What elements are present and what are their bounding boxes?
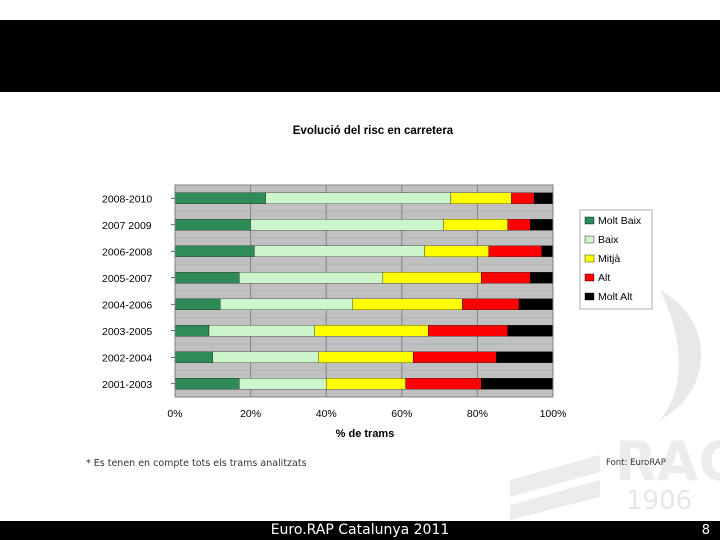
bar-segment [174, 219, 251, 231]
bar-segment [530, 219, 554, 231]
x-tick-label: 80% [467, 408, 488, 420]
bar-segment [382, 272, 482, 284]
category-label: 2005-2007 [102, 273, 152, 285]
bar-segment [424, 245, 489, 257]
bar-segment [174, 325, 210, 337]
bar-segment [428, 325, 508, 337]
x-tick-label: 60% [391, 408, 412, 420]
bar-segment [250, 219, 444, 231]
plot-border [174, 184, 554, 398]
bar-segment [239, 272, 384, 284]
bar-segment [220, 298, 353, 310]
legend-label: Molt Alt [598, 291, 633, 303]
page-number: 8 [701, 523, 710, 538]
footnote: * Es tenen en compte tots els trams anal… [86, 458, 307, 469]
footer-title: Euro.RAP Catalunya 2011 [270, 522, 450, 538]
bar-segment [326, 378, 406, 390]
x-tick-label: 40% [316, 408, 337, 420]
legend-label: Baix [598, 234, 619, 246]
watermark-year: 1906 [626, 486, 693, 516]
category-label: 2007 2009 [102, 220, 152, 232]
bar-segment [481, 378, 554, 390]
legend-label: Alt [598, 272, 610, 284]
legend-swatch [584, 254, 595, 263]
footer-bar [0, 521, 720, 540]
x-axis-label: % de trams [336, 428, 395, 440]
bar-segment [507, 325, 554, 337]
category-label: 2006-2008 [102, 246, 152, 258]
bar-segment [265, 192, 452, 204]
source-credit: Font: EuroRAP [606, 458, 666, 468]
bar-segment [507, 219, 531, 231]
category-label: 2008-2010 [102, 193, 152, 205]
bar-segment [254, 245, 425, 257]
legend-label: Molt Baix [598, 215, 642, 227]
bar-segment [443, 219, 508, 231]
bar-segment [450, 192, 512, 204]
bar-segment [174, 351, 213, 363]
legend-swatch [584, 292, 595, 301]
bar-segment [481, 272, 531, 284]
bar-segment [488, 245, 542, 257]
bar-segment [511, 192, 535, 204]
bar-segment [174, 378, 240, 390]
bar-segment [541, 245, 554, 257]
plot-area: 2008-2010 2007 2009 2006-2008 2005-2007 2004… [102, 184, 567, 420]
bar-segment [314, 325, 429, 337]
bar-segment [174, 298, 221, 310]
bar-segment [405, 378, 482, 390]
legend-label: Mitjà [598, 253, 620, 265]
svg-text:RACC: RACC [615, 430, 720, 493]
bar-segment [533, 192, 554, 204]
bar-segment [530, 272, 554, 284]
category-label: 2002-2004 [102, 352, 152, 364]
category-label: 2001-2003 [102, 379, 152, 391]
category-label: 2003-2005 [102, 326, 152, 338]
bar-segment [174, 245, 255, 257]
legend-swatch [584, 273, 595, 282]
bar-segment [174, 272, 240, 284]
bar-segment [318, 351, 414, 363]
x-tick-label: 0% [167, 408, 182, 420]
racc-logo-watermark: RACC [510, 290, 720, 520]
x-tick-label: 100% [540, 408, 567, 420]
bar-segment [462, 298, 520, 310]
bar-segment [174, 192, 266, 204]
bar-segment [239, 378, 327, 390]
legend-swatch [584, 216, 595, 225]
bar-segment [208, 325, 316, 337]
bar-segment [412, 351, 497, 363]
chart-title: Evolució del risc en carretera [293, 125, 454, 137]
title-bar [0, 20, 720, 92]
bar-segment [212, 351, 319, 363]
x-tick-label: 20% [240, 408, 261, 420]
chart-legend: Molt Baix Baix Mitjà Alt Molt Alt [579, 209, 653, 310]
bar-segment [352, 298, 463, 310]
bar-segment [496, 351, 554, 363]
legend-swatch [584, 235, 595, 244]
category-label: 2004-2006 [102, 299, 152, 311]
bar-segment [518, 298, 554, 310]
